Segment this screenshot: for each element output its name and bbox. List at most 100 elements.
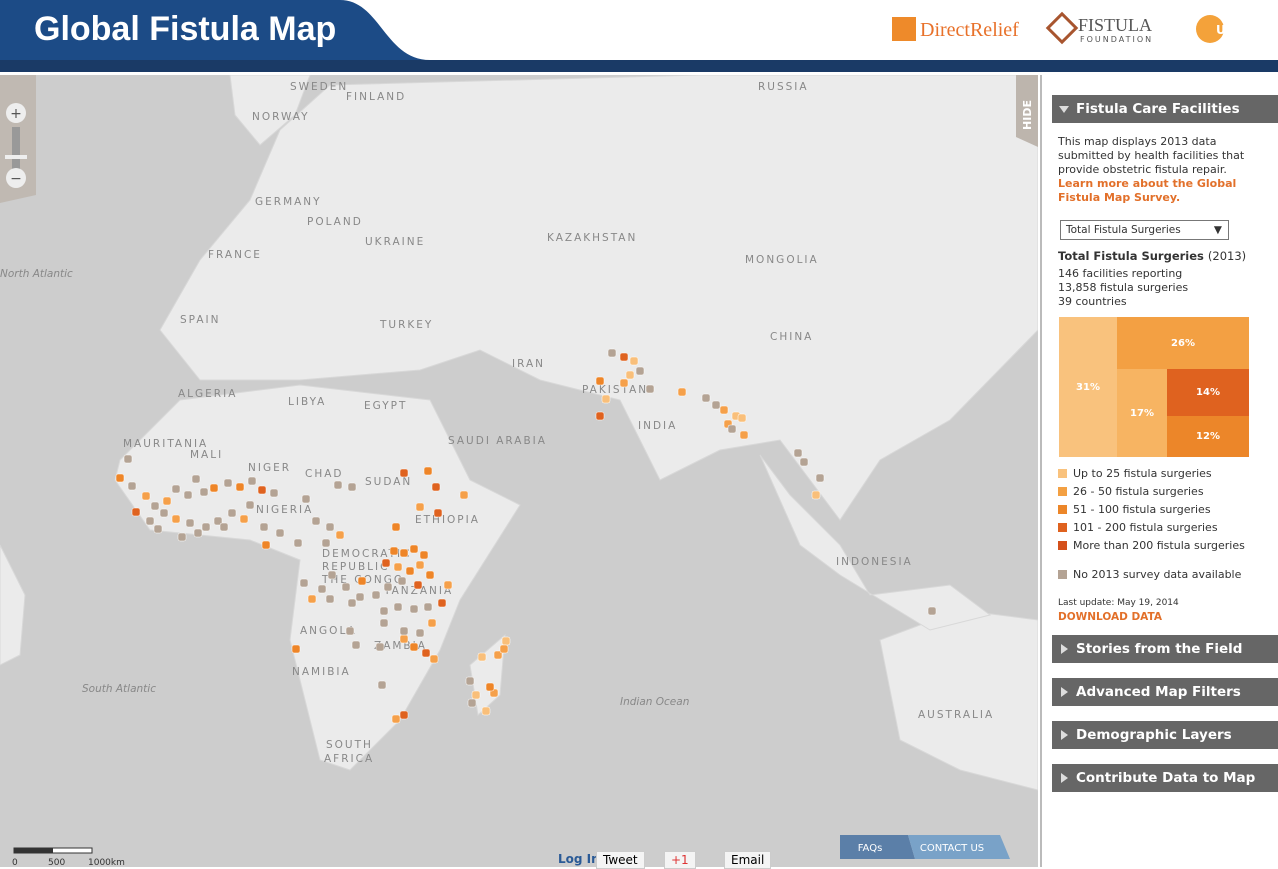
faqs-link[interactable]: FAQs xyxy=(858,843,883,854)
facility-marker[interactable] xyxy=(815,473,825,483)
facility-marker[interactable] xyxy=(635,366,645,376)
metric-select[interactable]: Total Fistula Surgeries ▼ xyxy=(1060,220,1229,240)
facility-marker[interactable] xyxy=(377,680,387,690)
facility-marker[interactable] xyxy=(150,501,160,511)
facility-marker[interactable] xyxy=(131,507,141,517)
facility-marker[interactable] xyxy=(311,516,321,526)
facility-marker[interactable] xyxy=(443,580,453,590)
tweet-button[interactable]: Tweet xyxy=(596,851,645,869)
facility-marker[interactable] xyxy=(153,524,163,534)
facility-marker[interactable] xyxy=(701,393,711,403)
gplus-button[interactable]: +1 xyxy=(664,851,696,869)
section-header[interactable]: Fistula Care Facilities xyxy=(1052,95,1278,123)
facility-marker[interactable] xyxy=(425,570,435,580)
facility-marker[interactable] xyxy=(347,482,357,492)
zoom-out[interactable] xyxy=(6,168,26,188)
section-header[interactable]: Contribute Data to Map xyxy=(1052,764,1278,792)
facility-marker[interactable] xyxy=(357,576,367,586)
facility-marker[interactable] xyxy=(381,558,391,568)
facility-marker[interactable] xyxy=(355,592,365,602)
facility-marker[interactable] xyxy=(711,400,721,410)
facility-marker[interactable] xyxy=(213,516,223,526)
facility-marker[interactable] xyxy=(183,490,193,500)
facility-marker[interactable] xyxy=(595,376,605,386)
facility-marker[interactable] xyxy=(431,482,441,492)
facility-marker[interactable] xyxy=(437,598,447,608)
facility-marker[interactable] xyxy=(185,518,195,528)
facility-marker[interactable] xyxy=(393,602,403,612)
facility-marker[interactable] xyxy=(317,584,327,594)
section-header[interactable]: Stories from the Field xyxy=(1052,635,1278,663)
learn-more-link[interactable]: Learn more about the Global Fistula Map … xyxy=(1058,177,1237,204)
facility-marker[interactable] xyxy=(493,650,503,660)
facility-marker[interactable] xyxy=(399,468,409,478)
facility-marker[interactable] xyxy=(162,496,172,506)
facility-marker[interactable] xyxy=(123,454,133,464)
facility-marker[interactable] xyxy=(477,652,487,662)
facility-marker[interactable] xyxy=(393,562,403,572)
login-link[interactable]: Log In xyxy=(558,852,600,866)
logo[interactable]: FISTULA xyxy=(1078,15,1152,35)
facility-marker[interactable] xyxy=(423,466,433,476)
facility-marker[interactable] xyxy=(595,411,605,421)
facility-marker[interactable] xyxy=(127,481,137,491)
facility-marker[interactable] xyxy=(325,594,335,604)
zoom-in[interactable] xyxy=(6,103,26,123)
facility-marker[interactable] xyxy=(429,654,439,664)
facility-marker[interactable] xyxy=(927,606,937,616)
download-link[interactable]: DOWNLOAD DATA xyxy=(1058,611,1162,623)
section-header[interactable]: Demographic Layers xyxy=(1052,721,1278,749)
facility-marker[interactable] xyxy=(239,514,249,524)
facility-marker[interactable] xyxy=(427,618,437,628)
hide-label[interactable]: HIDE xyxy=(1021,100,1034,130)
facility-marker[interactable] xyxy=(409,604,419,614)
logo[interactable]: DirectRelief xyxy=(920,19,1019,41)
facility-marker[interactable] xyxy=(177,532,187,542)
facility-marker[interactable] xyxy=(471,690,481,700)
facility-marker[interactable] xyxy=(209,483,219,493)
facility-marker[interactable] xyxy=(335,530,345,540)
facility-marker[interactable] xyxy=(459,490,469,500)
facility-marker[interactable] xyxy=(629,356,639,366)
facility-marker[interactable] xyxy=(199,487,209,497)
facility-marker[interactable] xyxy=(247,476,257,486)
facility-marker[interactable] xyxy=(227,508,237,518)
facility-marker[interactable] xyxy=(301,494,311,504)
facility-marker[interactable] xyxy=(415,628,425,638)
contact-link[interactable]: CONTACT US xyxy=(920,843,984,854)
facility-marker[interactable] xyxy=(601,394,611,404)
facility-marker[interactable] xyxy=(219,522,229,532)
section-header[interactable]: Advanced Map Filters xyxy=(1052,678,1278,706)
facility-marker[interactable] xyxy=(727,424,737,434)
facility-marker[interactable] xyxy=(321,538,331,548)
facility-marker[interactable] xyxy=(201,522,211,532)
footer-tabs[interactable]: FAQs CONTACT US xyxy=(840,835,1010,859)
facility-marker[interactable] xyxy=(719,405,729,415)
facility-marker[interactable] xyxy=(375,642,385,652)
facility-marker[interactable] xyxy=(325,522,335,532)
facility-marker[interactable] xyxy=(171,484,181,494)
facility-marker[interactable] xyxy=(499,644,509,654)
facility-marker[interactable] xyxy=(465,676,475,686)
facility-marker[interactable] xyxy=(257,485,267,495)
facility-marker[interactable] xyxy=(245,500,255,510)
hide-tab[interactable]: HIDE xyxy=(1016,75,1038,147)
facility-marker[interactable] xyxy=(467,698,477,708)
facility-marker[interactable] xyxy=(345,626,355,636)
facility-marker[interactable] xyxy=(619,352,629,362)
facility-marker[interactable] xyxy=(261,540,271,550)
facility-marker[interactable] xyxy=(389,546,399,556)
facility-marker[interactable] xyxy=(379,618,389,628)
facility-marker[interactable] xyxy=(399,710,409,720)
facility-marker[interactable] xyxy=(799,457,809,467)
facility-marker[interactable] xyxy=(677,387,687,397)
facility-marker[interactable] xyxy=(307,594,317,604)
facility-marker[interactable] xyxy=(625,370,635,380)
facility-marker[interactable] xyxy=(275,528,285,538)
facility-marker[interactable] xyxy=(293,538,303,548)
facility-marker[interactable] xyxy=(193,528,203,538)
facility-marker[interactable] xyxy=(391,522,401,532)
facility-marker[interactable] xyxy=(351,640,361,650)
facility-marker[interactable] xyxy=(405,566,415,576)
